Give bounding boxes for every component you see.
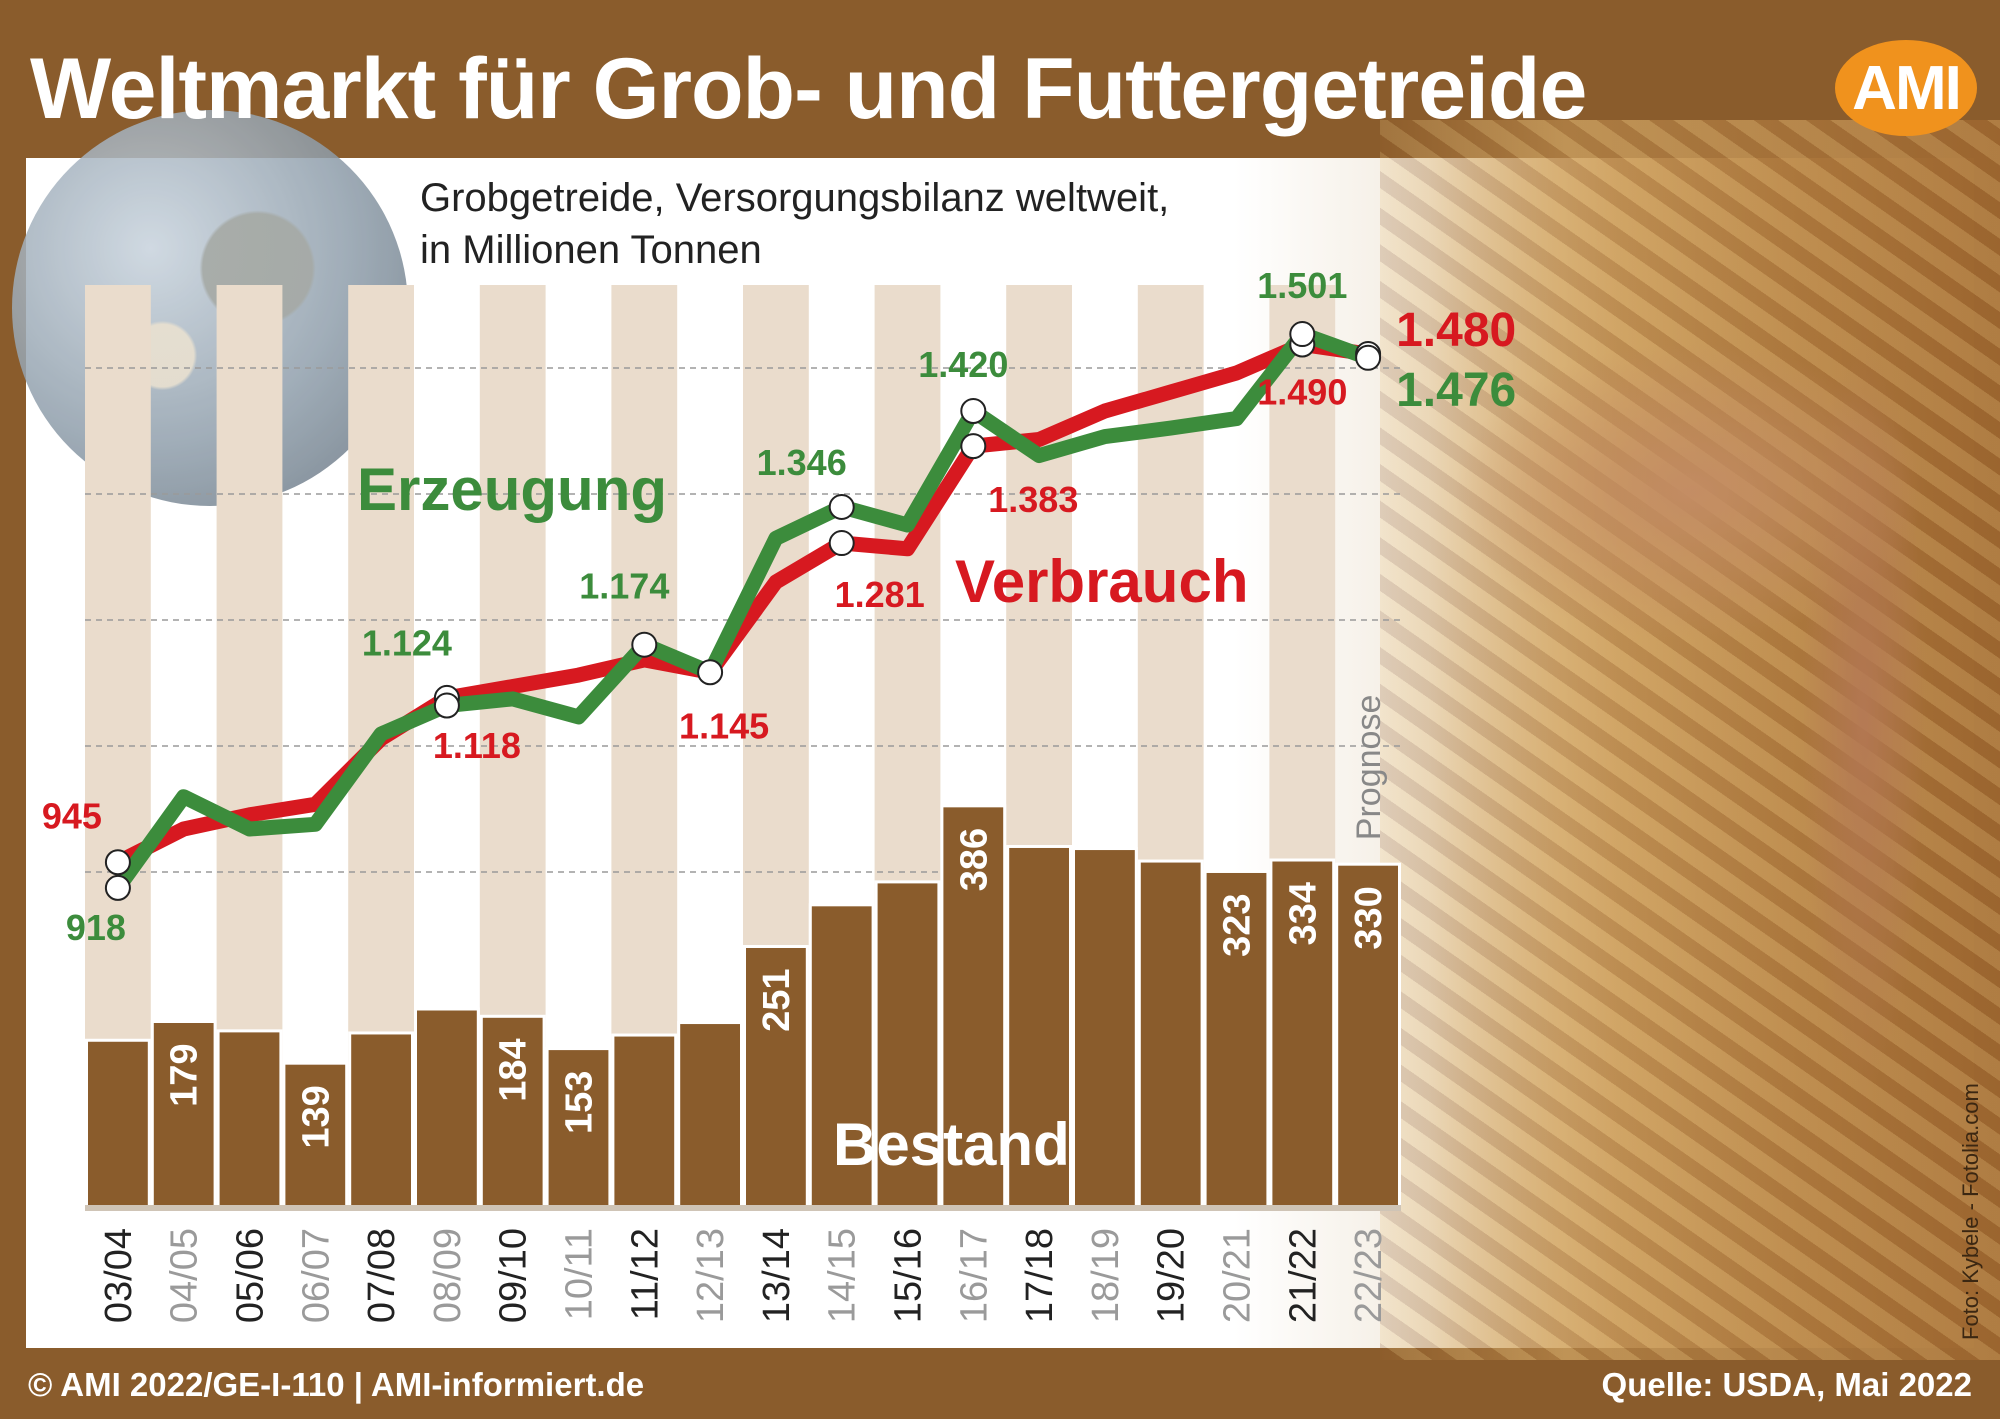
stock-value-10/11: 153 xyxy=(559,1071,601,1134)
consumption-value-21/22: 1.490 xyxy=(1257,372,1347,413)
production-value-14/15: 1.346 xyxy=(757,442,847,483)
stock-bar-11/12 xyxy=(611,1033,678,1210)
production-marker-16/17 xyxy=(960,398,987,424)
production-value-08/09: 1.124 xyxy=(362,623,452,664)
ami-logo: AMI xyxy=(1835,40,1977,136)
x-tick-19/20: 19/20 xyxy=(1151,1228,1193,1323)
production-marker-22/23 xyxy=(1355,344,1382,371)
stock-bar-18/19 xyxy=(1072,847,1138,1210)
production-value-22/23: 1.476 xyxy=(1396,364,1516,417)
footer-source: Quelle: USDA, Mai 2022 xyxy=(1601,1366,1972,1403)
stock-bar-19/20 xyxy=(1137,859,1204,1210)
consumption-series-label: Verbrauch xyxy=(955,548,1248,615)
stock-bar-21/22 xyxy=(1269,858,1336,1210)
stock-bar-20/21 xyxy=(1203,869,1270,1210)
production-marker-14/15 xyxy=(828,493,855,520)
page-title: Weltmarkt für Grob- und Futtergetreide xyxy=(30,41,1587,137)
forecast-label: Prognose xyxy=(1350,695,1388,841)
stock-value-22/23: 330 xyxy=(1348,886,1390,949)
stock-value-20/21: 323 xyxy=(1217,893,1259,956)
grain-photo xyxy=(1380,120,2000,1360)
x-tick-07/08: 07/08 xyxy=(361,1228,403,1323)
stock-value-13/14: 251 xyxy=(756,968,798,1031)
x-tick-14/15: 14/15 xyxy=(822,1228,864,1323)
x-tick-08/09: 08/09 xyxy=(427,1228,469,1323)
stock-bar-08/09 xyxy=(414,1007,480,1210)
x-tick-17/18: 17/18 xyxy=(1019,1228,1061,1323)
stock-value-04/05: 179 xyxy=(164,1044,206,1107)
consumption-value-22/23: 1.480 xyxy=(1396,304,1516,357)
stock-bar-06/07 xyxy=(282,1061,349,1210)
stock-bar-05/06 xyxy=(216,1029,283,1210)
stock-bar-12/13 xyxy=(677,1021,744,1210)
stock-bar-14/15 xyxy=(808,903,875,1210)
subtitle-line-2: in Millionen Tonnen xyxy=(420,228,762,272)
x-tick-04/05: 04/05 xyxy=(164,1228,206,1323)
stock-bar-09/10 xyxy=(479,1014,546,1210)
stock-bar-22/23 xyxy=(1335,862,1401,1210)
consumption-marker-14/15 xyxy=(828,530,855,557)
consumption-value-12/13: 1.145 xyxy=(679,705,769,746)
stock-bar-17/18 xyxy=(1006,844,1073,1210)
production-value-11/12: 1.174 xyxy=(579,566,669,607)
consumption-marker-16/17 xyxy=(960,433,987,460)
x-tick-21/22: 21/22 xyxy=(1282,1228,1324,1323)
consumption-value-03/04: 945 xyxy=(42,795,102,836)
chart-subtitle: Grobgetreide, Versorgungsbilanz weltweit… xyxy=(420,172,1320,276)
x-tick-12/13: 12/13 xyxy=(690,1228,732,1323)
production-line xyxy=(110,326,1376,896)
consumption-value-14/15: 1.281 xyxy=(835,574,925,615)
footer-copyright: © AMI 2022/GE-I-110 | AMI-informiert.de xyxy=(28,1366,645,1403)
subtitle-line-1: Grobgetreide, Versorgungsbilanz weltweit… xyxy=(420,176,1170,220)
stock-bar-16/17 xyxy=(940,804,1007,1210)
consumption-marker-12/13 xyxy=(697,659,724,686)
stock-series-label: Bestand xyxy=(833,1111,1070,1178)
stock-value-21/22: 334 xyxy=(1282,882,1324,945)
globe-image xyxy=(12,110,408,506)
production-value-21/22: 1.501 xyxy=(1257,265,1347,306)
stock-bar-03/04 xyxy=(85,1038,151,1210)
stock-value-16/17: 386 xyxy=(953,828,995,891)
production-marker-03/04 xyxy=(104,874,131,901)
x-tick-18/19: 18/19 xyxy=(1085,1228,1127,1323)
stock-value-06/07: 139 xyxy=(295,1085,337,1148)
x-tick-16/17: 16/17 xyxy=(953,1228,995,1323)
consumption-value-16/17: 1.383 xyxy=(988,479,1078,520)
consumption-line xyxy=(110,337,1376,870)
photo-credit: Foto: Kybele - Fotolia.com xyxy=(1958,1083,1983,1340)
production-marker-08/09 xyxy=(433,692,460,719)
x-tick-05/06: 05/06 xyxy=(230,1228,272,1323)
stock-bar-04/05 xyxy=(150,1020,217,1210)
x-tick-13/14: 13/14 xyxy=(756,1228,798,1323)
stock-bar-07/08 xyxy=(348,1031,415,1210)
x-tick-11/12: 11/12 xyxy=(624,1228,666,1320)
consumption-value-08/09: 1.118 xyxy=(433,725,521,766)
x-tick-22/23: 22/23 xyxy=(1348,1228,1390,1323)
x-tick-09/10: 09/10 xyxy=(493,1228,535,1323)
production-series-label: Erzeugung xyxy=(357,456,667,523)
consumption-marker-03/04 xyxy=(104,849,131,876)
x-tick-06/07: 06/07 xyxy=(295,1228,337,1323)
production-marker-11/12 xyxy=(631,631,658,658)
stock-bar-13/14 xyxy=(743,944,809,1210)
x-tick-10/11: 10/11 xyxy=(559,1228,601,1320)
x-tick-15/16: 15/16 xyxy=(888,1228,930,1323)
stock-value-09/10: 184 xyxy=(493,1038,535,1101)
production-value-16/17: 1.420 xyxy=(918,344,1008,385)
production-value-03/04: 918 xyxy=(66,907,126,948)
production-marker-21/22 xyxy=(1289,321,1316,348)
x-tick-20/21: 20/21 xyxy=(1217,1228,1259,1323)
x-tick-03/04: 03/04 xyxy=(98,1228,140,1323)
